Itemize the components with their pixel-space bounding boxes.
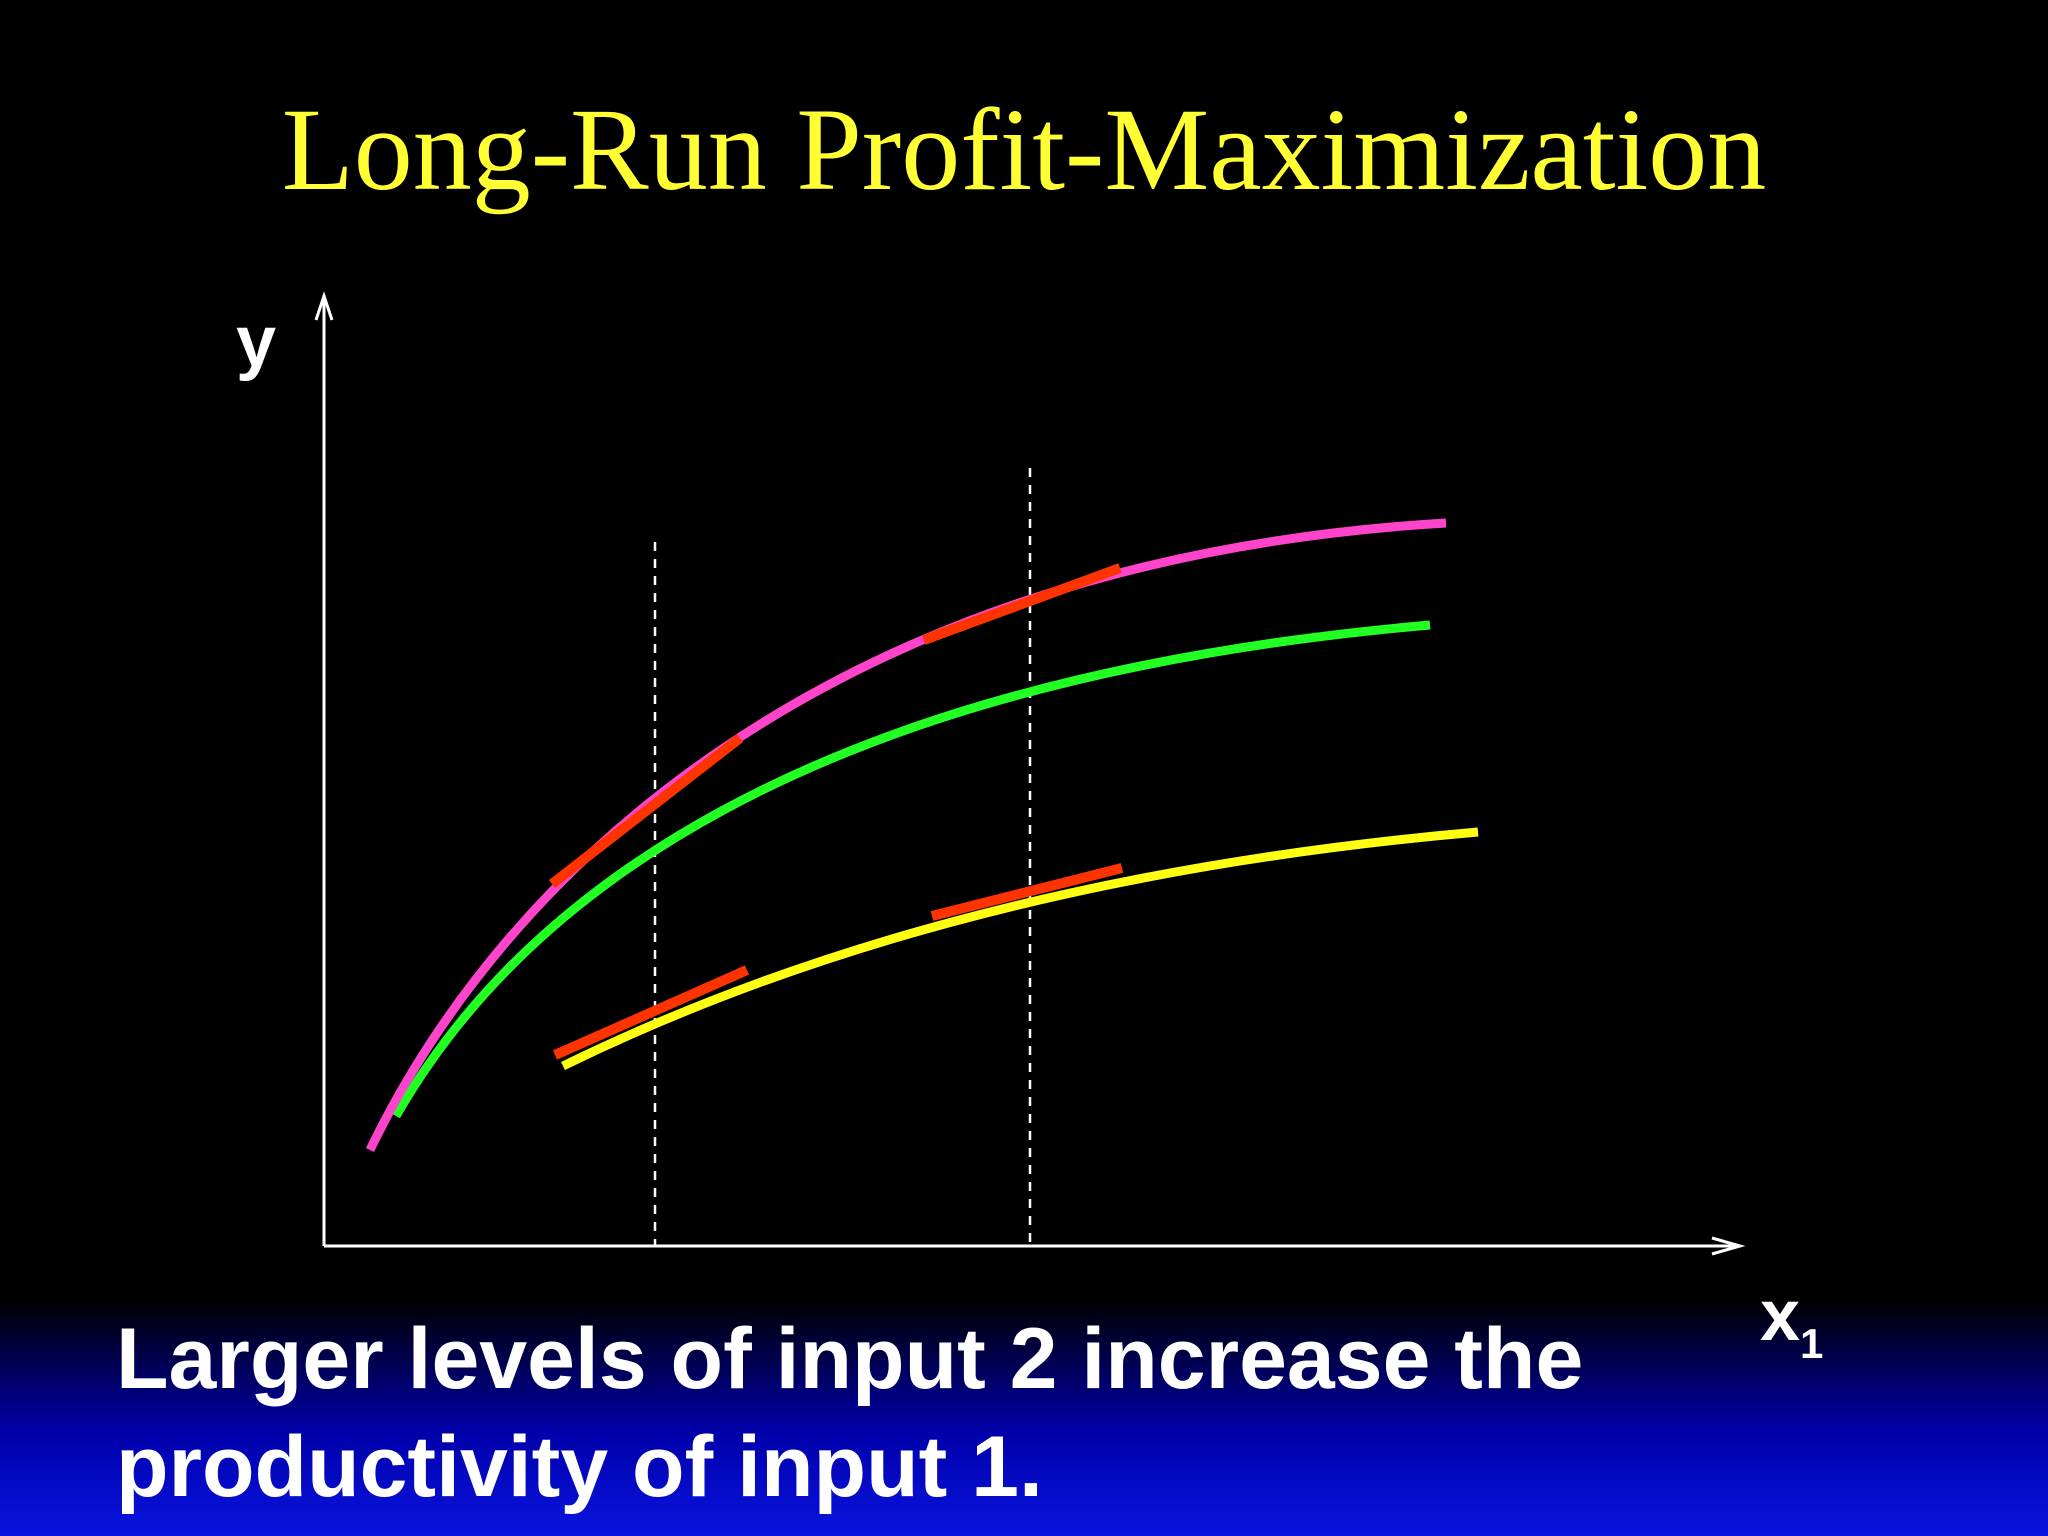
bottom-gradient-band bbox=[0, 1300, 2048, 1536]
product-curve-high bbox=[365, 518, 1447, 1152]
x-axis-label-main: x bbox=[1760, 1276, 1800, 1356]
caption-line-1: Larger levels of input 2 increase the bbox=[116, 1311, 1584, 1407]
x-axis-label-subscript: 1 bbox=[1800, 1320, 1823, 1367]
y-axis-arrowhead bbox=[314, 291, 334, 321]
tangent-high-right bbox=[922, 563, 1122, 645]
tangent-high-left bbox=[548, 734, 744, 888]
x-axis-arrowhead bbox=[1711, 1236, 1746, 1256]
slide-title: Long-Run Profit-Maximization bbox=[281, 84, 1767, 215]
y-axis-label: y bbox=[236, 302, 276, 382]
slide-caption: Larger levels of input 2 increase the pr… bbox=[116, 1305, 1736, 1521]
product-curve-low bbox=[561, 827, 1479, 1071]
caption-line-2: productivity of input 1. bbox=[116, 1419, 1043, 1515]
tangent-low-right bbox=[930, 863, 1124, 921]
tangent-low-left bbox=[552, 965, 750, 1060]
x-axis-label: x1 bbox=[1760, 1276, 1823, 1367]
product-curve-mid bbox=[392, 620, 1431, 1119]
